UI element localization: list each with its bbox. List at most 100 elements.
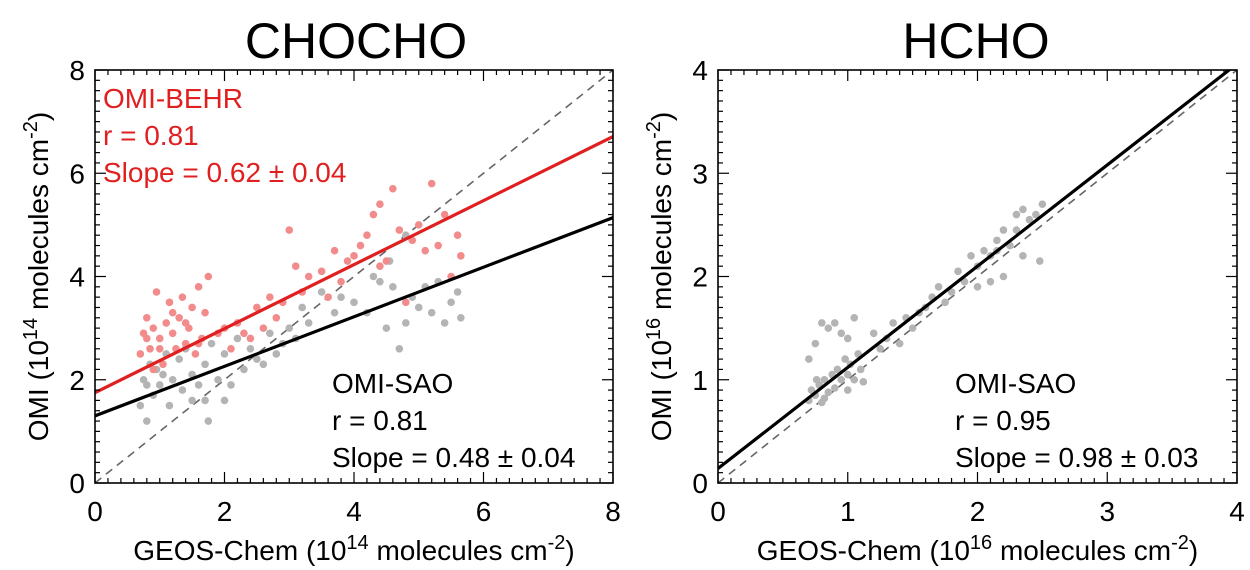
omi-sao-point (941, 298, 949, 307)
y-tick-label: 6 (69, 158, 85, 189)
omi-sao-point (843, 334, 852, 343)
omi-behr-point (330, 246, 339, 255)
omi-sao-point (253, 355, 261, 363)
omi-sao-annotation-line: OMI-SAO (332, 368, 453, 399)
omi-sao-point (330, 308, 339, 317)
x-tick-label: 3 (1099, 496, 1115, 527)
omi-sao-point (168, 375, 177, 384)
x-tick-label: 4 (346, 496, 362, 527)
y-axis-label: OMI (1014 molecules cm-2) (20, 112, 54, 441)
omi-behr-point (350, 252, 358, 260)
omi-sao-point (201, 396, 209, 405)
omi-behr-point (453, 231, 462, 239)
omi-behr-point (304, 272, 313, 281)
x-axis-label-part: GEOS-Chem (10 (133, 535, 346, 566)
y-axis-label-superscript: 14 (20, 318, 42, 340)
omi-sao-point (954, 267, 962, 276)
y-axis-label: OMI (1016 molecules cm-2) (643, 112, 677, 441)
y-axis-label-part: ) (646, 112, 677, 121)
omi-behr-point (427, 179, 436, 188)
omi-sao-point (820, 394, 829, 403)
x-tick-label: 6 (476, 496, 492, 527)
omi-sao-point (447, 298, 455, 307)
omi-sao-point (155, 381, 164, 389)
y-tick-label: 2 (69, 365, 85, 396)
omi-sao-point (1032, 210, 1040, 219)
omi-behr-point (402, 298, 410, 307)
omi-sao-point (402, 319, 410, 327)
omi-sao-annotation-line: Slope = 0.98 ± 0.03 (955, 442, 1198, 473)
omi-sao-point (350, 298, 358, 307)
omi-sao-point (337, 293, 345, 301)
x-tick-label: 0 (710, 496, 726, 527)
omi-sao-annotation-line: r = 0.81 (332, 405, 428, 436)
omi-behr-point (181, 319, 190, 327)
x-axis-label-part: ) (565, 535, 574, 566)
omi-behr-annotation-line: r = 0.81 (103, 120, 199, 151)
x-axis-label-part: ) (1189, 535, 1198, 566)
omi-sao-point (876, 344, 884, 353)
x-axis-label-part: molecules cm (992, 535, 1171, 566)
omi-sao-point (934, 283, 943, 291)
omi-sao-point (837, 329, 846, 338)
y-axis-label-superscript: -2 (643, 121, 665, 139)
omi-sao-point (843, 386, 852, 394)
omi-behr-point (317, 267, 326, 276)
omi-sao-point (266, 329, 274, 338)
omi-sao-point (246, 344, 255, 353)
x-tick-label: 0 (87, 496, 103, 527)
y-tick-label: 0 (692, 468, 708, 499)
y-axis-label-part: ) (23, 112, 54, 121)
y-axis-label-part: OMI (10 (23, 340, 54, 441)
chart-title: HCHO (902, 13, 1049, 69)
y-tick-label: 8 (69, 55, 85, 86)
omi-behr-point (457, 252, 465, 260)
omi-behr-annotation-line: OMI-BEHR (103, 83, 243, 114)
omi-sao-point (214, 375, 222, 384)
y-tick-label: 2 (692, 262, 708, 293)
omi-sao-point (841, 355, 849, 363)
omi-behr-fit-line (95, 135, 613, 395)
y-axis-label-part: molecules cm (646, 139, 677, 318)
omi-behr-point (159, 360, 167, 369)
omi-sao-point (175, 355, 183, 363)
omi-behr-point (201, 308, 209, 317)
omi-behr-point (434, 241, 442, 250)
omi-sao-point (999, 272, 1008, 281)
omi-sao-point (999, 226, 1008, 234)
omi-sao-point (369, 272, 378, 281)
omi-behr-point (440, 210, 449, 219)
omi-sao-point (201, 360, 209, 369)
omi-behr-point (191, 350, 200, 358)
omi-behr-point (363, 231, 371, 239)
omi-behr-point (382, 257, 391, 265)
omi-sao-point (188, 396, 196, 405)
chart-title: CHOCHO (245, 13, 467, 69)
omi-sao-point (980, 246, 988, 255)
x-axis-label: GEOS-Chem (1016 molecules cm-2) (757, 532, 1198, 566)
omi-sao-annotation-line: Slope = 0.48 ± 0.04 (332, 442, 575, 473)
omi-behr-point (369, 210, 378, 219)
omi-sao-point (986, 277, 995, 286)
y-axis-label-superscript: -2 (20, 121, 42, 139)
omi-sao-point (859, 378, 868, 386)
y-tick-label: 0 (69, 468, 85, 499)
omi-behr-point (168, 329, 177, 338)
x-axis-label-superscript: 14 (346, 532, 368, 554)
omi-sao-point (895, 339, 904, 348)
omi-sao-point (1012, 226, 1021, 234)
omi-sao-point (856, 365, 865, 374)
y-tick-label: 4 (692, 55, 708, 86)
omi-sao-point (908, 324, 917, 332)
omi-sao-fit-line (718, 70, 1232, 470)
x-axis-label-superscript: -2 (548, 532, 566, 554)
omi-sao-point (1035, 257, 1044, 265)
omi-sao-point (850, 375, 859, 384)
omi-behr-annotation-line: Slope = 0.62 ± 0.04 (103, 157, 346, 188)
omi-sao-point (833, 365, 842, 374)
omi-sao-point (440, 319, 449, 327)
omi-behr-point (389, 184, 397, 193)
